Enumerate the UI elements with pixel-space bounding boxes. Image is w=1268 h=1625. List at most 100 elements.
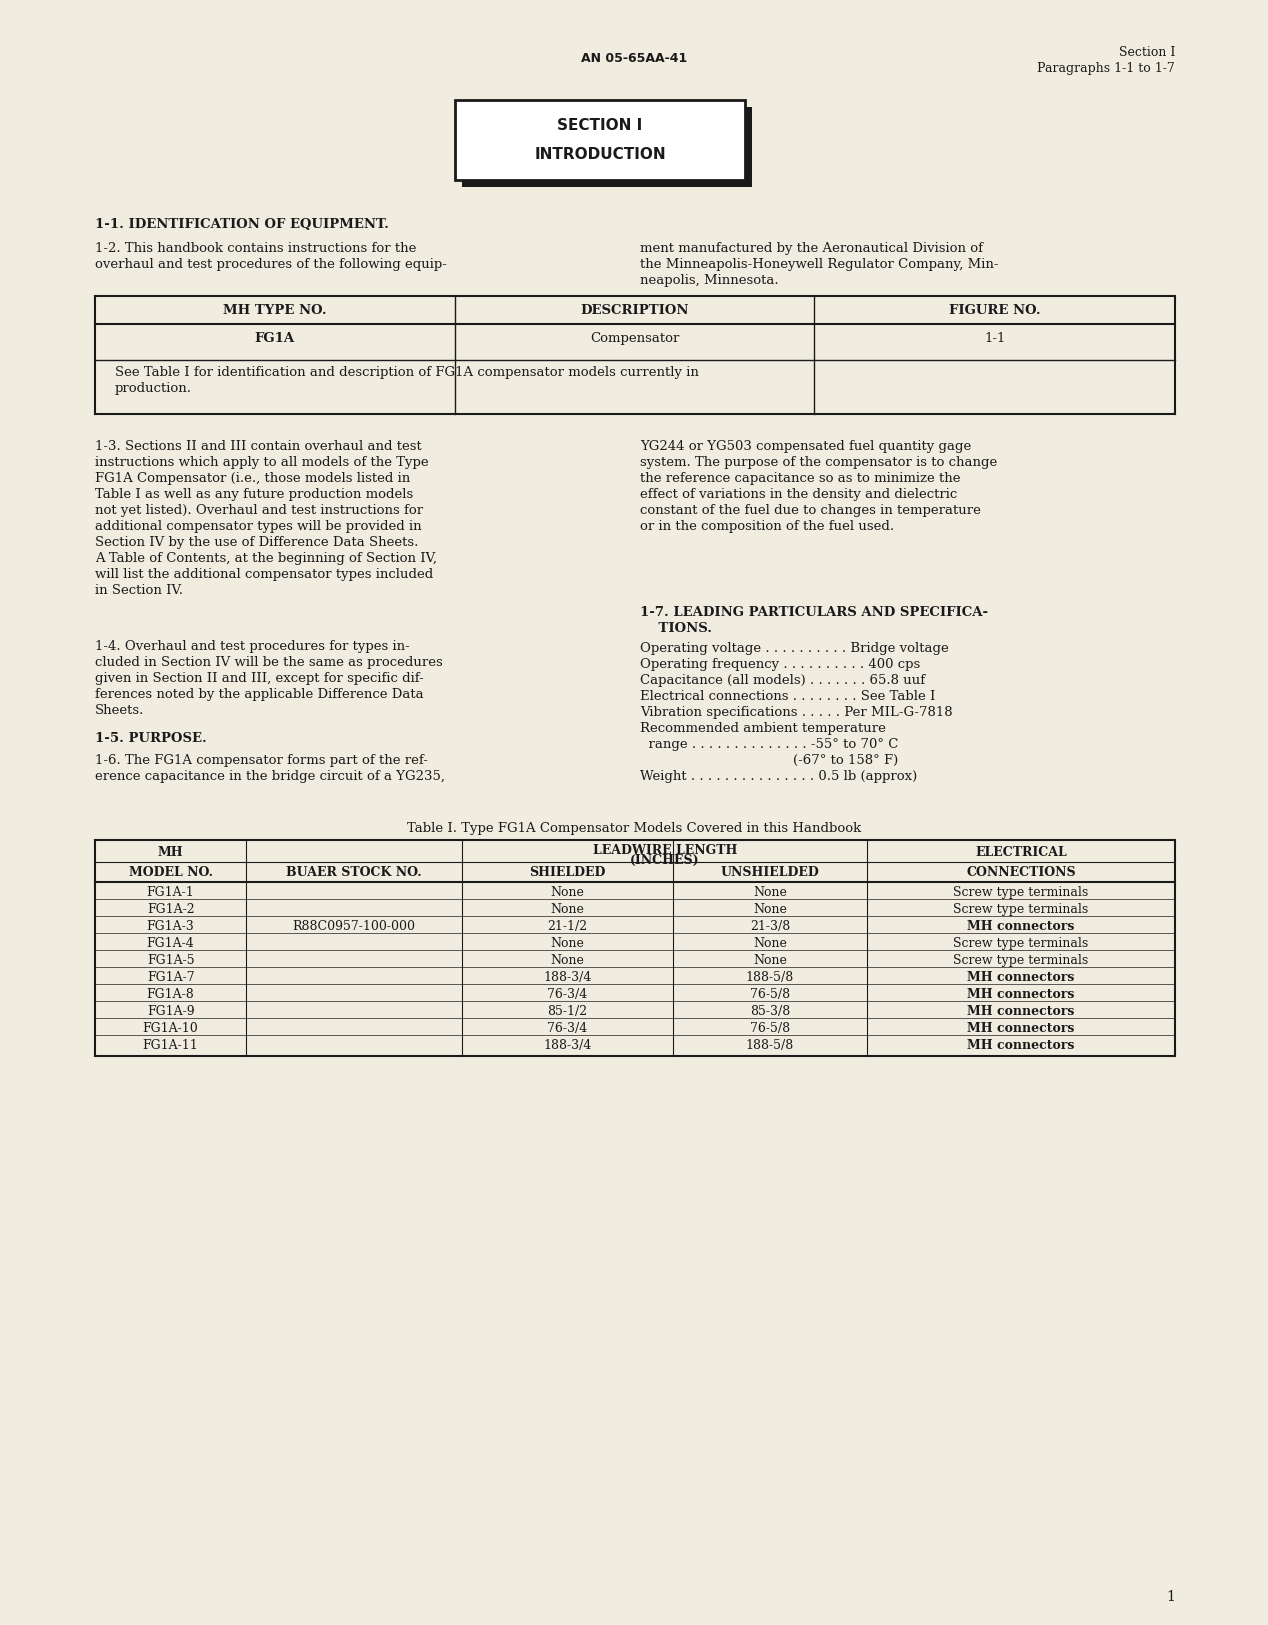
Text: Operating frequency . . . . . . . . . . 400 cps: Operating frequency . . . . . . . . . . …: [640, 658, 921, 671]
Text: 1-1: 1-1: [984, 332, 1006, 344]
Text: None: None: [550, 886, 585, 899]
Text: 1-7. LEADING PARTICULARS AND SPECIFICA-: 1-7. LEADING PARTICULARS AND SPECIFICA-: [640, 606, 988, 619]
Text: Section I: Section I: [1118, 46, 1175, 58]
Text: erence capacitance in the bridge circuit of a YG235,: erence capacitance in the bridge circuit…: [95, 770, 445, 783]
Text: (INCHES): (INCHES): [630, 855, 700, 868]
Text: Table I. Type FG1A Compensator Models Covered in this Handbook: Table I. Type FG1A Compensator Models Co…: [407, 822, 861, 835]
Text: Sheets.: Sheets.: [95, 704, 145, 717]
Text: FG1A-4: FG1A-4: [147, 938, 194, 951]
Text: production.: production.: [115, 382, 191, 395]
Text: SECTION I: SECTION I: [558, 119, 643, 133]
Text: MODEL NO.: MODEL NO.: [128, 866, 213, 879]
Text: None: None: [753, 954, 787, 967]
Text: MH connectors: MH connectors: [967, 1022, 1075, 1035]
Text: A Table of Contents, at the beginning of Section IV,: A Table of Contents, at the beginning of…: [95, 552, 437, 565]
Text: UNSHIELDED: UNSHIELDED: [720, 866, 819, 879]
Text: FG1A-3: FG1A-3: [147, 920, 194, 933]
Text: Weight . . . . . . . . . . . . . . . 0.5 lb (approx): Weight . . . . . . . . . . . . . . . 0.5…: [640, 770, 917, 783]
Text: Screw type terminals: Screw type terminals: [954, 904, 1089, 916]
Text: AN 05-65AA-41: AN 05-65AA-41: [581, 52, 687, 65]
Text: MH connectors: MH connectors: [967, 920, 1075, 933]
Text: Section IV by the use of Difference Data Sheets.: Section IV by the use of Difference Data…: [95, 536, 418, 549]
Text: Screw type terminals: Screw type terminals: [954, 886, 1089, 899]
Text: FIGURE NO.: FIGURE NO.: [948, 304, 1041, 317]
Text: 1-2. This handbook contains instructions for the: 1-2. This handbook contains instructions…: [95, 242, 416, 255]
Text: MH connectors: MH connectors: [967, 1004, 1075, 1017]
Text: SHIELDED: SHIELDED: [529, 866, 606, 879]
Text: None: None: [753, 886, 787, 899]
Text: None: None: [550, 954, 585, 967]
Text: None: None: [550, 904, 585, 916]
Bar: [455, 101, 746, 180]
Text: FG1A-10: FG1A-10: [143, 1022, 199, 1035]
Text: Electrical connections . . . . . . . . See Table I: Electrical connections . . . . . . . . S…: [640, 691, 936, 704]
Text: or in the composition of the fuel used.: or in the composition of the fuel used.: [640, 520, 894, 533]
Text: 188-5/8: 188-5/8: [746, 972, 794, 985]
Text: (-67° to 158° F): (-67° to 158° F): [640, 754, 898, 767]
Text: 1-3. Sections II and III contain overhaul and test: 1-3. Sections II and III contain overhau…: [95, 440, 422, 453]
Text: 76-5/8: 76-5/8: [749, 988, 790, 1001]
Text: the Minneapolis-Honeywell Regulator Company, Min-: the Minneapolis-Honeywell Regulator Comp…: [640, 258, 998, 271]
Text: given in Section II and III, except for specific dif-: given in Section II and III, except for …: [95, 673, 424, 686]
Text: instructions which apply to all models of the Type: instructions which apply to all models o…: [95, 457, 429, 470]
Text: the reference capacitance so as to minimize the: the reference capacitance so as to minim…: [640, 471, 960, 484]
Text: Operating voltage . . . . . . . . . . Bridge voltage: Operating voltage . . . . . . . . . . Br…: [640, 642, 948, 655]
Text: 1-4. Overhaul and test procedures for types in-: 1-4. Overhaul and test procedures for ty…: [95, 640, 410, 653]
Text: FG1A-2: FG1A-2: [147, 904, 194, 916]
Text: 76-5/8: 76-5/8: [749, 1022, 790, 1035]
Text: not yet listed). Overhaul and test instructions for: not yet listed). Overhaul and test instr…: [95, 504, 424, 517]
Text: R88C0957-100-000: R88C0957-100-000: [293, 920, 416, 933]
Text: MH connectors: MH connectors: [967, 1038, 1075, 1051]
Text: 188-3/4: 188-3/4: [543, 972, 592, 985]
Text: constant of the fuel due to changes in temperature: constant of the fuel due to changes in t…: [640, 504, 981, 517]
Text: Paragraphs 1-1 to 1-7: Paragraphs 1-1 to 1-7: [1037, 62, 1175, 75]
Text: FG1A-11: FG1A-11: [143, 1038, 199, 1051]
Text: 1-6. The FG1A compensator forms part of the ref-: 1-6. The FG1A compensator forms part of …: [95, 754, 427, 767]
Text: Vibration specifications . . . . . Per MIL-G-7818: Vibration specifications . . . . . Per M…: [640, 705, 952, 718]
Text: system. The purpose of the compensator is to change: system. The purpose of the compensator i…: [640, 457, 997, 470]
Text: None: None: [550, 938, 585, 951]
Text: 21-1/2: 21-1/2: [548, 920, 587, 933]
Text: ferences noted by the applicable Difference Data: ferences noted by the applicable Differe…: [95, 687, 424, 700]
Text: Screw type terminals: Screw type terminals: [954, 938, 1089, 951]
Text: MH connectors: MH connectors: [967, 972, 1075, 985]
Text: effect of variations in the density and dielectric: effect of variations in the density and …: [640, 488, 957, 500]
Text: ment manufactured by the Aeronautical Division of: ment manufactured by the Aeronautical Di…: [640, 242, 983, 255]
Text: 85-1/2: 85-1/2: [548, 1004, 587, 1017]
Text: FG1A Compensator (i.e., those models listed in: FG1A Compensator (i.e., those models lis…: [95, 471, 411, 484]
Text: Capacitance (all models) . . . . . . . 65.8 uuf: Capacitance (all models) . . . . . . . 6…: [640, 674, 926, 687]
Text: MH connectors: MH connectors: [967, 988, 1075, 1001]
Text: Table I as well as any future production models: Table I as well as any future production…: [95, 488, 413, 500]
Text: FG1A: FG1A: [255, 332, 295, 344]
Text: TIONS.: TIONS.: [640, 622, 713, 635]
Text: FG1A-1: FG1A-1: [147, 886, 194, 899]
Text: 21-3/8: 21-3/8: [749, 920, 790, 933]
Text: 85-3/8: 85-3/8: [749, 1004, 790, 1017]
Text: LEADWIRE LENGTH: LEADWIRE LENGTH: [592, 843, 737, 856]
Text: BUAER STOCK NO.: BUAER STOCK NO.: [287, 866, 422, 879]
Text: None: None: [753, 938, 787, 951]
Text: YG244 or YG503 compensated fuel quantity gage: YG244 or YG503 compensated fuel quantity…: [640, 440, 971, 453]
Bar: [462, 107, 752, 187]
Text: FG1A-8: FG1A-8: [147, 988, 194, 1001]
Text: DESCRIPTION: DESCRIPTION: [581, 304, 689, 317]
Text: neapolis, Minnesota.: neapolis, Minnesota.: [640, 275, 779, 288]
Text: 188-3/4: 188-3/4: [543, 1038, 592, 1051]
Text: None: None: [753, 904, 787, 916]
Text: 76-3/4: 76-3/4: [548, 1022, 587, 1035]
Text: cluded in Section IV will be the same as procedures: cluded in Section IV will be the same as…: [95, 656, 443, 669]
Text: FG1A-5: FG1A-5: [147, 954, 194, 967]
Text: additional compensator types will be provided in: additional compensator types will be pro…: [95, 520, 422, 533]
Text: MH: MH: [157, 847, 184, 860]
Text: 1-1. IDENTIFICATION OF EQUIPMENT.: 1-1. IDENTIFICATION OF EQUIPMENT.: [95, 218, 389, 231]
Text: MH TYPE NO.: MH TYPE NO.: [223, 304, 327, 317]
Text: FG1A-9: FG1A-9: [147, 1004, 194, 1017]
Text: Screw type terminals: Screw type terminals: [954, 954, 1089, 967]
Text: overhaul and test procedures of the following equip-: overhaul and test procedures of the foll…: [95, 258, 446, 271]
Text: Compensator: Compensator: [590, 332, 680, 344]
Text: range . . . . . . . . . . . . . . -55° to 70° C: range . . . . . . . . . . . . . . -55° t…: [640, 738, 898, 751]
Text: 1-5. PURPOSE.: 1-5. PURPOSE.: [95, 731, 207, 744]
Text: INTRODUCTION: INTRODUCTION: [534, 146, 666, 162]
Text: See Table I for identification and description of FG1A compensator models curren: See Table I for identification and descr…: [115, 366, 699, 379]
Text: 188-5/8: 188-5/8: [746, 1038, 794, 1051]
